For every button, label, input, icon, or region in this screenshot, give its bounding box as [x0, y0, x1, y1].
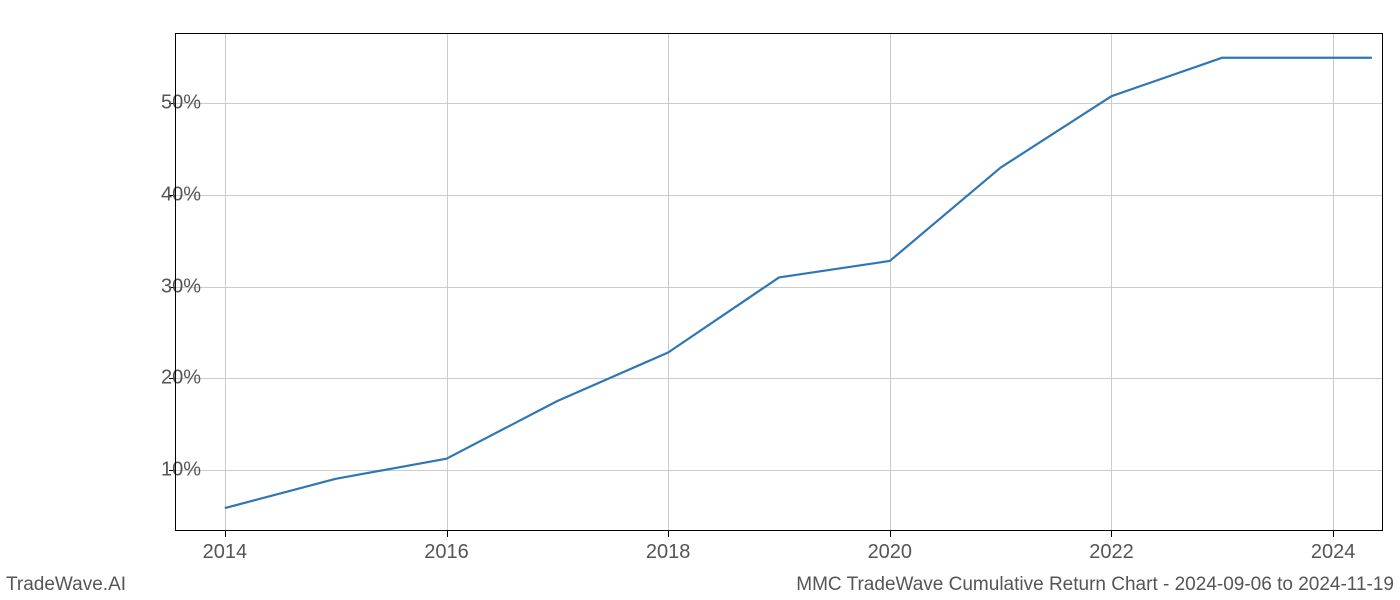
x-tick [1333, 531, 1334, 537]
x-tick [890, 531, 891, 537]
x-tick-label: 2020 [868, 541, 913, 564]
x-tick [668, 531, 669, 537]
footer-left-text: TradeWave.AI [6, 574, 126, 596]
footer-right-text: MMC TradeWave Cumulative Return Chart - … [796, 574, 1394, 596]
x-tick [447, 531, 448, 537]
plot-area: 20142016201820202022202410%20%30%40%50% [175, 33, 1383, 531]
return-line [225, 58, 1372, 508]
x-tick-label: 2024 [1311, 541, 1356, 564]
x-tick-label: 2018 [646, 541, 691, 564]
x-tick-label: 2014 [203, 541, 248, 564]
chart-container: 20142016201820202022202410%20%30%40%50% … [0, 0, 1400, 600]
x-tick-label: 2016 [424, 541, 469, 564]
x-tick [1111, 531, 1112, 537]
x-tick-label: 2022 [1089, 541, 1134, 564]
line-series-svg [175, 33, 1383, 531]
x-tick [225, 531, 226, 537]
